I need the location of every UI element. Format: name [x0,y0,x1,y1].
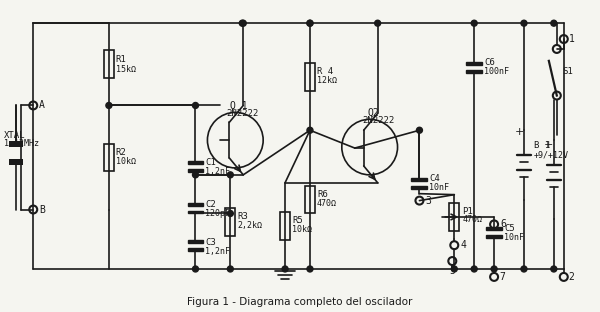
Circle shape [491,266,497,272]
Text: 1: 1 [569,34,575,44]
Circle shape [521,266,527,272]
Text: 3: 3 [425,196,431,206]
Text: Figura 1 - Diagrama completo del oscilador: Figura 1 - Diagrama completo del oscilad… [187,297,413,307]
FancyBboxPatch shape [412,178,427,181]
Text: 15kΩ: 15kΩ [116,65,136,74]
Text: 10nF: 10nF [430,183,449,192]
Text: 10nF: 10nF [504,233,524,242]
Text: R6: R6 [317,190,328,199]
Circle shape [282,266,288,272]
FancyBboxPatch shape [486,235,502,238]
FancyBboxPatch shape [10,159,23,165]
Text: 2,2kΩ: 2,2kΩ [237,222,262,230]
Text: 1,2nF: 1,2nF [205,167,230,176]
Circle shape [307,127,313,133]
Circle shape [227,211,233,217]
Circle shape [416,127,422,133]
Text: Q 1: Q 1 [230,100,248,110]
Text: 6: 6 [500,219,506,229]
Circle shape [227,266,233,272]
Text: A: A [39,100,45,110]
Text: C2: C2 [205,200,216,209]
Text: 470Ω: 470Ω [462,215,482,224]
Text: P1: P1 [462,207,473,216]
FancyBboxPatch shape [10,141,23,147]
FancyBboxPatch shape [449,203,459,231]
FancyBboxPatch shape [305,63,315,90]
Circle shape [551,20,557,26]
Text: R1: R1 [116,55,127,64]
Text: 120pF: 120pF [205,209,230,218]
Text: R3: R3 [237,212,248,222]
FancyBboxPatch shape [188,161,203,164]
Text: C5: C5 [504,224,515,233]
Text: B: B [39,205,45,215]
FancyBboxPatch shape [466,70,482,73]
Text: C3: C3 [205,238,216,247]
Text: 5: 5 [449,266,455,276]
Text: 1,2nF: 1,2nF [205,247,230,256]
Text: C6: C6 [484,58,495,67]
Circle shape [521,20,527,26]
Circle shape [471,20,477,26]
FancyBboxPatch shape [280,212,290,240]
FancyBboxPatch shape [486,227,502,230]
Text: 1-12MHz: 1-12MHz [4,139,40,148]
Circle shape [193,102,199,109]
Text: 470Ω: 470Ω [317,199,337,208]
FancyBboxPatch shape [188,248,203,251]
Circle shape [471,266,477,272]
Circle shape [342,119,398,175]
Text: +9/+12V: +9/+12V [534,150,569,159]
Circle shape [374,20,380,26]
Circle shape [307,266,313,272]
Circle shape [451,266,457,272]
FancyBboxPatch shape [466,62,482,65]
Circle shape [106,102,112,109]
FancyBboxPatch shape [104,51,114,78]
Text: 2: 2 [569,272,575,282]
FancyBboxPatch shape [226,208,235,236]
Text: R5: R5 [292,217,303,225]
Text: 10kΩ: 10kΩ [292,225,312,234]
Text: R 4: R 4 [317,67,333,76]
Text: 2N2222: 2N2222 [363,116,395,125]
Text: B 1: B 1 [534,141,550,149]
Circle shape [551,266,557,272]
Text: 10kΩ: 10kΩ [116,157,136,166]
Text: S1: S1 [563,67,574,76]
FancyBboxPatch shape [188,211,203,213]
Text: C1: C1 [205,158,216,168]
Circle shape [193,172,199,178]
Circle shape [239,20,245,26]
FancyBboxPatch shape [305,186,315,213]
Circle shape [227,172,233,178]
FancyBboxPatch shape [188,240,203,243]
Text: C4: C4 [430,174,440,183]
Text: +: + [514,127,524,137]
Text: 100nF: 100nF [484,67,509,76]
Text: 7: 7 [499,272,505,282]
Circle shape [307,20,313,26]
FancyBboxPatch shape [188,169,203,172]
Text: R2: R2 [116,148,127,157]
Text: 2N2222: 2N2222 [226,109,259,118]
Circle shape [307,20,313,26]
Text: 4: 4 [460,240,466,250]
Text: +: + [544,140,554,150]
Text: Q2: Q2 [368,107,379,117]
FancyBboxPatch shape [412,186,427,189]
Circle shape [193,266,199,272]
Text: XTAL: XTAL [4,131,26,140]
Circle shape [208,112,263,168]
Text: 12kΩ: 12kΩ [317,76,337,85]
FancyBboxPatch shape [104,144,114,171]
FancyBboxPatch shape [188,202,203,206]
Circle shape [240,20,246,26]
